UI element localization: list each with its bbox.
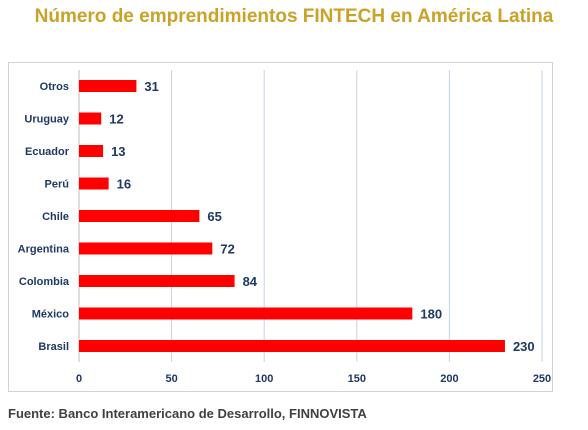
x-tick-label: 0 bbox=[76, 373, 82, 385]
category-label: Uruguay bbox=[24, 114, 70, 126]
bar-otros bbox=[79, 80, 137, 92]
bar-chile bbox=[79, 210, 200, 222]
x-tick-label: 150 bbox=[348, 373, 366, 385]
value-label: 72 bbox=[220, 242, 234, 257]
chart-title: Número de emprendimientos FINTECH en Amé… bbox=[34, 6, 554, 27]
category-label: Otros bbox=[40, 81, 69, 93]
category-label: México bbox=[32, 309, 70, 321]
value-label: 13 bbox=[111, 144, 125, 159]
category-label: Ecuador bbox=[25, 146, 70, 158]
x-tick-label: 50 bbox=[165, 373, 177, 385]
bar-colombia bbox=[79, 275, 235, 287]
chart-frame bbox=[8, 62, 553, 392]
bar-uruguay bbox=[79, 112, 102, 125]
bar-brasil bbox=[79, 340, 505, 352]
category-label: Argentina bbox=[18, 244, 70, 256]
x-tick-label: 100 bbox=[255, 373, 273, 385]
value-label: 230 bbox=[513, 339, 535, 354]
bar-argentina bbox=[79, 242, 213, 255]
value-label: 16 bbox=[117, 177, 131, 192]
bar-perú bbox=[79, 177, 109, 190]
bar-méxico bbox=[79, 307, 413, 320]
value-label: 31 bbox=[144, 79, 158, 94]
category-label: Perú bbox=[45, 179, 69, 191]
value-label: 12 bbox=[109, 112, 123, 127]
x-tick-label: 200 bbox=[440, 373, 458, 385]
category-label: Brasil bbox=[38, 341, 69, 353]
bar-ecuador bbox=[79, 145, 104, 157]
x-tick-label: 250 bbox=[533, 373, 551, 385]
category-label: Colombia bbox=[19, 276, 70, 288]
source-note: Fuente: Banco Interamericano de Desarrol… bbox=[8, 406, 367, 421]
value-label: 84 bbox=[243, 274, 258, 289]
value-label: 65 bbox=[207, 209, 221, 224]
value-label: 180 bbox=[420, 307, 442, 322]
category-label: Chile bbox=[42, 211, 69, 223]
